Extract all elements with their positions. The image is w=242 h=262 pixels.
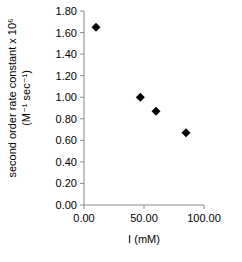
- y-tick: [80, 118, 84, 119]
- y-tick-label: 0.40: [56, 156, 77, 168]
- y-axis-label: second order rate constant x 10⁶: [6, 18, 18, 177]
- y-axis: [84, 11, 85, 205]
- y-tick: [80, 75, 84, 76]
- y-tick: [80, 140, 84, 141]
- y-tick: [80, 97, 84, 98]
- y-tick: [80, 32, 84, 33]
- x-tick-label: 50.00: [130, 212, 158, 224]
- x-tick-label: 100.00: [187, 212, 221, 224]
- point: [152, 107, 161, 116]
- y-tick-label: 1.20: [56, 70, 77, 82]
- y-tick-label: 0.60: [56, 134, 77, 146]
- y-tick: [80, 161, 84, 162]
- chart: 0.00 0.20 0.40 0.60 0.80 1.00 1.20 1.40 1.60 1.80…: [0, 0, 242, 262]
- y-tick: [80, 54, 84, 55]
- x-axis-label: I (mM): [128, 233, 160, 245]
- y-tick-label: 0.20: [56, 177, 77, 189]
- x-tick: [84, 205, 85, 209]
- y-tick-label: 1.80: [56, 5, 77, 17]
- y-tick: [80, 11, 84, 12]
- x-tick: [204, 205, 205, 209]
- y-tick: [80, 205, 84, 206]
- x-tick: [144, 205, 145, 209]
- y-tick-label: 1.60: [56, 27, 77, 39]
- y-tick-label: 1.00: [56, 91, 77, 103]
- x-tick-label: 0.00: [73, 212, 94, 224]
- y-tick-label: 1.40: [56, 48, 77, 60]
- y-tick-label: 0.00: [56, 199, 77, 211]
- point: [92, 23, 101, 32]
- point: [136, 93, 145, 102]
- y-tick: [80, 183, 84, 184]
- point: [182, 128, 191, 137]
- plot-area: [92, 23, 191, 138]
- y-tick-label: 0.80: [56, 113, 77, 125]
- y-axis-label: (M⁻¹ sec⁻¹): [20, 70, 32, 126]
